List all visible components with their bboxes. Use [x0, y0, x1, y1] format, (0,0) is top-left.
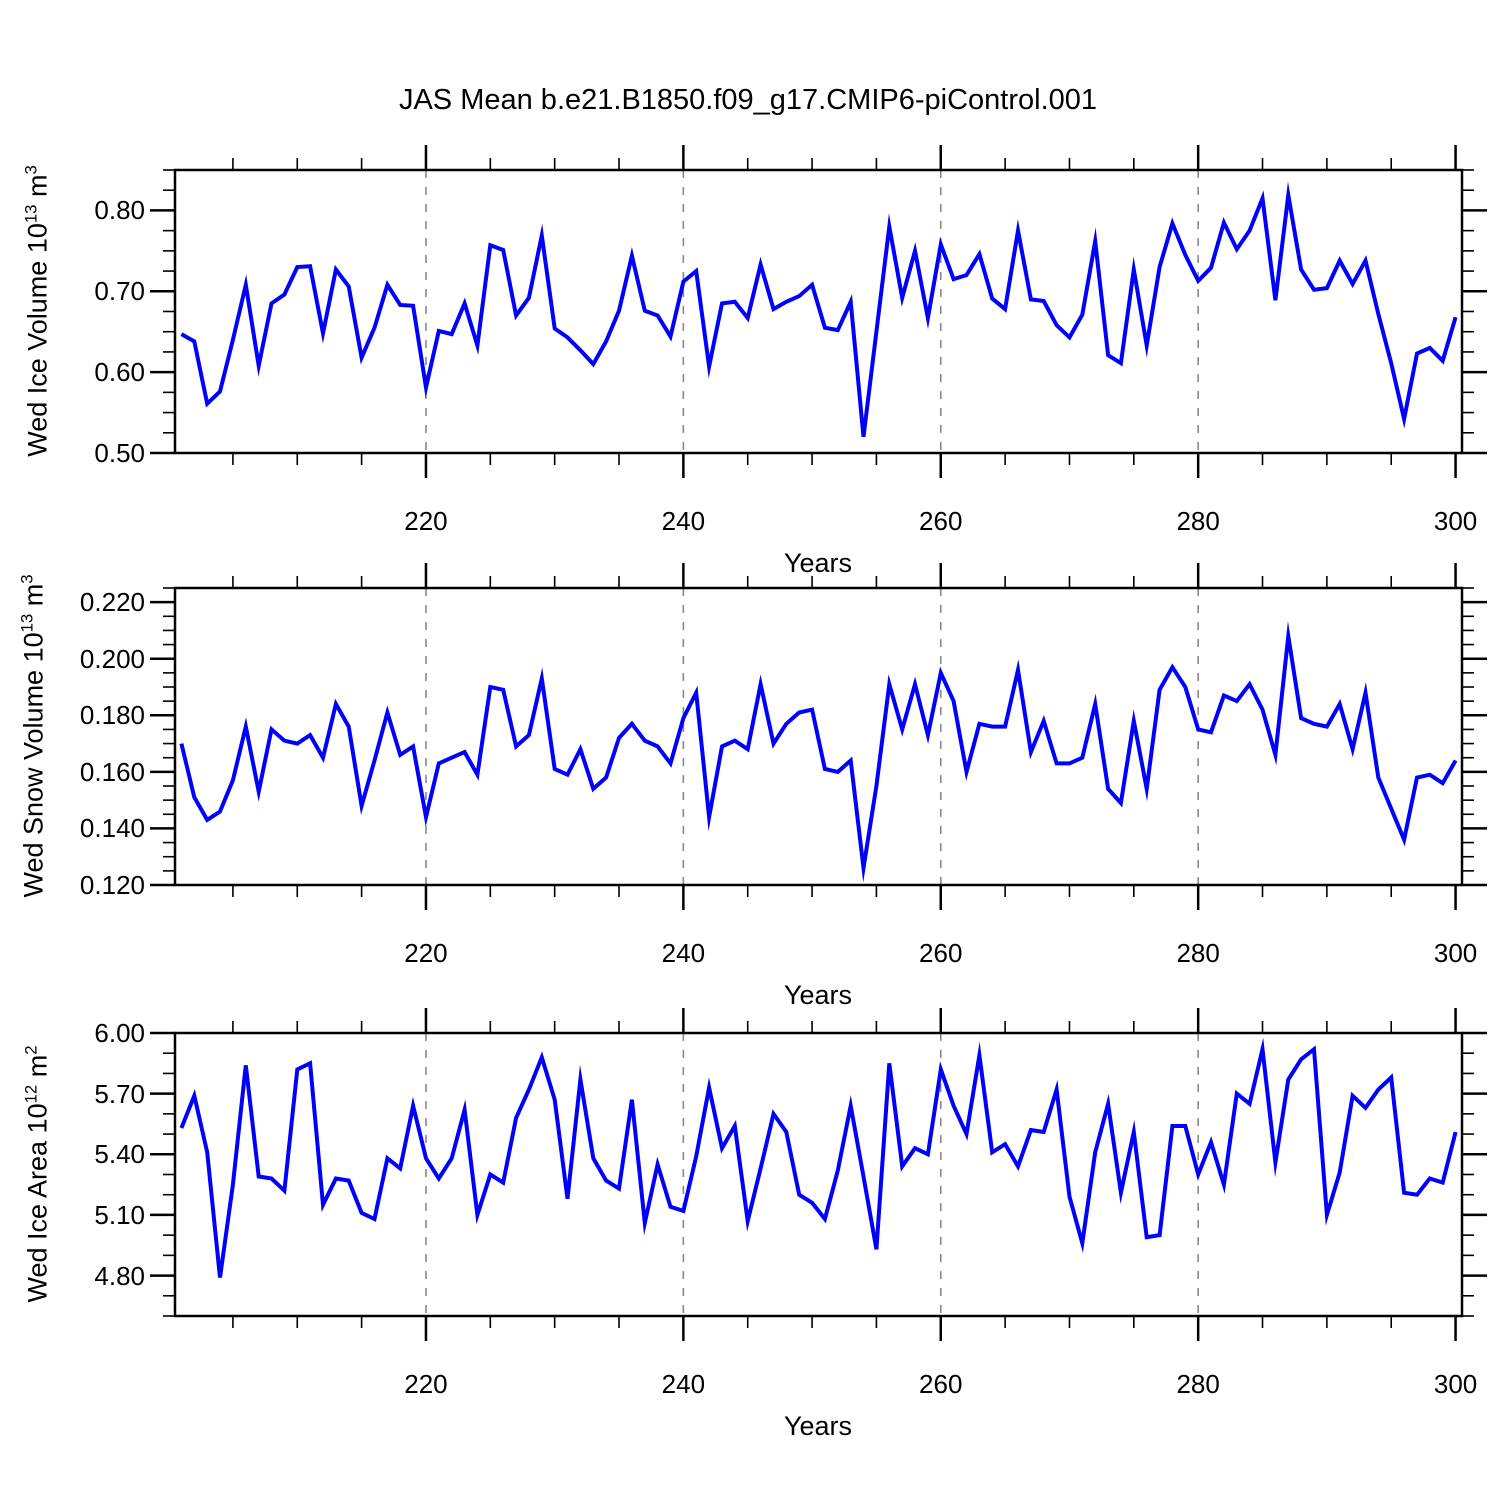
panel-wed-snow-volume: [150, 563, 1487, 910]
panel-wed-ice-area: [150, 1008, 1487, 1341]
series-line-wed-ice-area: [179, 1037, 1458, 1278]
x-axis-title-years-panel1: Years: [783, 548, 853, 578]
y-axis-title-snow-volume: Wed Snow Volume 1013 m3: [17, 574, 49, 898]
chart-title: JAS Mean b.e21.B1850.f09_g17.CMIP6-piCon…: [398, 84, 1098, 116]
x-axis-title-years-panel2: Years: [783, 980, 853, 1010]
series-line-wed-snow-volume: [179, 620, 1458, 883]
panel-wed-ice-volume: [150, 145, 1487, 478]
y-axis-title-ice-area: Wed Ice Area 1012 m2: [21, 1045, 53, 1303]
y-axis-title-ice-volume: Wed Ice Volume 1013 m3: [21, 165, 53, 457]
x-axis-title-years-panel3: Years: [783, 1411, 853, 1441]
series-line-wed-ice-volume: [180, 181, 1458, 438]
